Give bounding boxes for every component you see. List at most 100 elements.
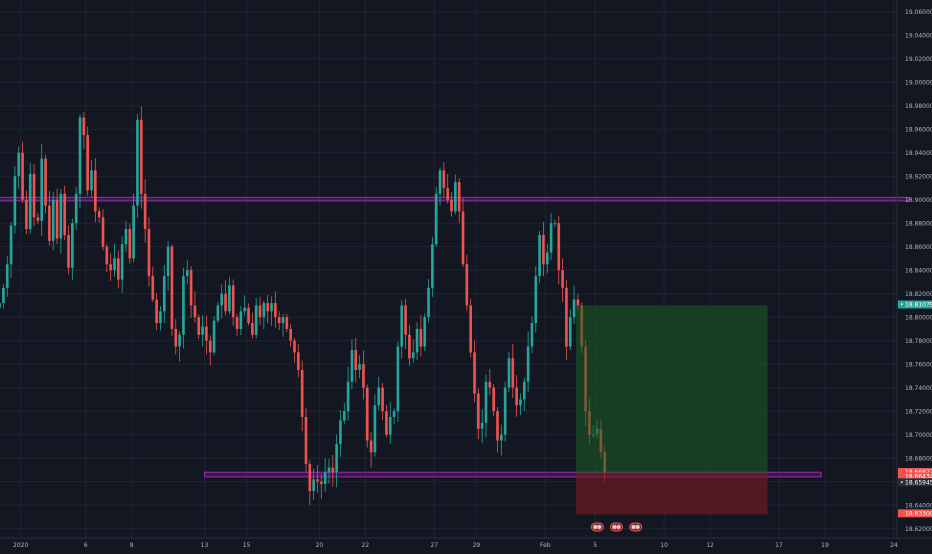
candle (557, 215, 561, 285)
event-markers[interactable] (590, 522, 643, 532)
candle-body (457, 182, 461, 212)
candle-body (511, 358, 515, 388)
x-tick-label: 13 (201, 542, 209, 549)
calendar-event-icon[interactable] (609, 522, 623, 532)
candle-body (2, 287, 5, 304)
candle-body (208, 340, 212, 353)
candle-body (346, 381, 350, 412)
candle (404, 299, 407, 349)
price-axis[interactable]: 18.6200018.6400018.6600018.6800018.70000… (905, 9, 932, 533)
support-zone[interactable] (203, 471, 822, 478)
y-tick-label: 18.80000 (905, 315, 932, 322)
candle (55, 188, 59, 245)
candle (258, 296, 262, 325)
candle-body (90, 170, 93, 191)
candle-body (381, 387, 384, 412)
candle-body (377, 387, 381, 406)
y-tick-label: 18.92000 (905, 174, 932, 181)
candle (143, 179, 147, 243)
candle (503, 381, 507, 442)
candle-body (500, 434, 503, 441)
candle (67, 225, 70, 275)
candle (469, 298, 472, 358)
candle (484, 374, 488, 438)
candle (243, 295, 247, 316)
y-tick-label: 18.96000 (905, 127, 932, 134)
candle-body (339, 420, 342, 445)
candle-body (469, 305, 472, 353)
candle-body (300, 370, 304, 418)
take-profit-area[interactable] (576, 305, 768, 474)
candle-body (174, 328, 178, 347)
candle-body (197, 317, 201, 335)
candle-body (59, 193, 63, 239)
candle-body (281, 317, 285, 324)
time-axis[interactable]: 2020 6 8 13 15 20 22 27 29 Feb 5 10 12 17 19 24 (13, 542, 898, 549)
candle-body (247, 307, 250, 324)
candle (285, 313, 289, 333)
candle (461, 198, 465, 268)
candle-body (182, 276, 185, 335)
candle (385, 404, 388, 438)
candle-body (385, 411, 388, 435)
candle (411, 339, 415, 363)
candle (438, 167, 442, 206)
candle (151, 266, 155, 303)
price-label-text: 18.63300 (905, 511, 932, 518)
candle-body (553, 223, 557, 225)
x-tick-label: 19 (821, 542, 829, 549)
candle-body (32, 173, 36, 218)
candle-body (117, 258, 120, 280)
x-tick-label: 10 (660, 542, 668, 549)
stop-loss-area[interactable] (576, 473, 768, 515)
candle (465, 255, 469, 312)
y-tick-label: 18.74000 (905, 385, 932, 392)
candle (538, 230, 541, 284)
candle-body (473, 352, 476, 394)
candle (365, 384, 369, 448)
candle (109, 253, 112, 281)
candle-body (251, 323, 254, 335)
candle (492, 384, 495, 417)
candle (300, 360, 304, 432)
candle-body (212, 320, 216, 353)
candle (86, 126, 89, 196)
candle (136, 113, 139, 218)
long-position-tool[interactable] (576, 305, 768, 515)
price-label: 18.66434 (898, 472, 932, 481)
candle-body (304, 417, 308, 464)
candle (162, 264, 166, 324)
candle-body (373, 405, 377, 453)
candle (454, 174, 457, 215)
candle-body (220, 293, 224, 306)
calendar-event-icon[interactable] (590, 522, 604, 532)
candle-body (0, 303, 1, 308)
x-tick-label: 27 (430, 542, 438, 549)
calendar-event-icon[interactable] (629, 522, 643, 532)
candle-body (228, 285, 231, 312)
candle (289, 324, 292, 347)
candle-body (105, 246, 109, 265)
x-tick-label: 2020 (13, 542, 28, 549)
y-tick-label: 18.62000 (905, 526, 932, 533)
candle-body (362, 364, 365, 388)
candle-body (507, 358, 511, 388)
candle-body (82, 117, 86, 136)
candle-body (545, 252, 549, 265)
candle-body (132, 205, 135, 259)
candle (59, 189, 63, 254)
candle-body (503, 387, 507, 435)
candle (113, 243, 116, 277)
price-label: • 18.81079 (898, 300, 932, 309)
candle (74, 186, 78, 231)
candle (97, 207, 101, 223)
candle-body (308, 463, 312, 492)
candle (13, 166, 17, 234)
candle-body (21, 152, 24, 200)
price-label-bg (898, 478, 932, 487)
candle (377, 376, 381, 410)
candle (549, 212, 553, 260)
candle-body (415, 328, 419, 353)
